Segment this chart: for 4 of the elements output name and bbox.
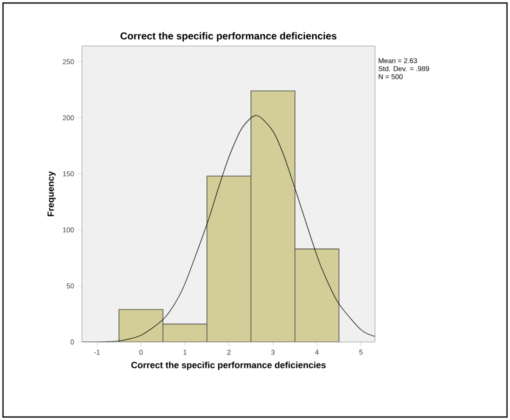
y-axis-title: Frequency xyxy=(48,171,56,216)
x-axis-title: Correct the specific performance deficiencies xyxy=(131,362,326,370)
chart-title: Correct the specific performance deficiencies xyxy=(120,32,336,42)
line-series xyxy=(82,115,376,342)
